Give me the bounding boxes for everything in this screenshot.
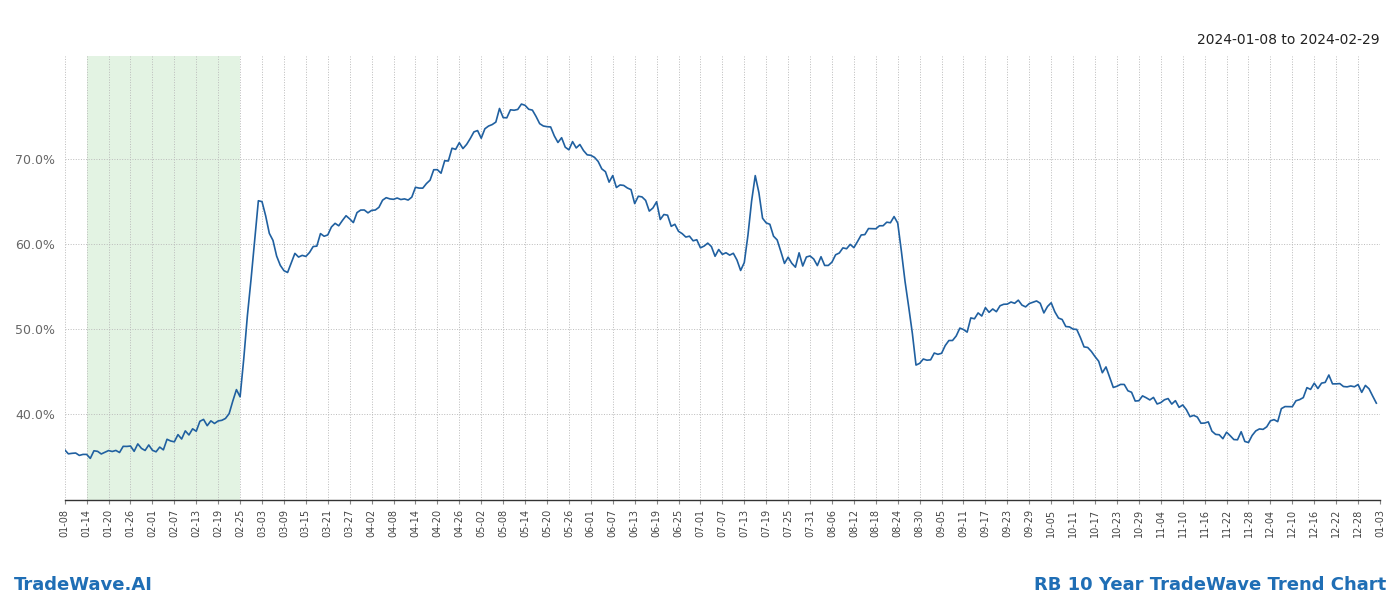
Text: TradeWave.AI: TradeWave.AI bbox=[14, 576, 153, 594]
Text: RB 10 Year TradeWave Trend Chart: RB 10 Year TradeWave Trend Chart bbox=[1033, 576, 1386, 594]
Bar bbox=[87, 56, 239, 500]
Text: 2024-01-08 to 2024-02-29: 2024-01-08 to 2024-02-29 bbox=[1197, 34, 1380, 47]
